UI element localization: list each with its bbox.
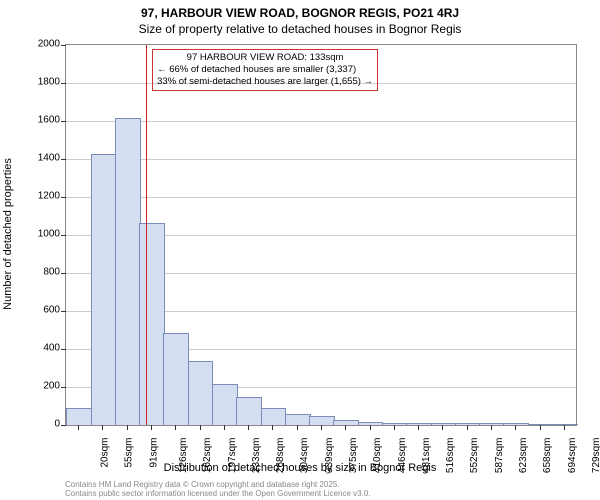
footer-line2: Contains public sector information licen… [65, 489, 371, 498]
xtick-label: 162sqm [202, 438, 213, 474]
xtick-mark [297, 425, 298, 430]
xtick-label: 694sqm [567, 438, 578, 474]
ytick-mark [61, 235, 66, 236]
ytick-mark [61, 425, 66, 426]
ytick-label: 400 [30, 343, 60, 354]
histogram-bar [261, 408, 287, 425]
xtick-label: 658sqm [542, 438, 553, 474]
xtick-mark [564, 425, 565, 430]
xtick-label: 20sqm [100, 438, 111, 468]
xtick-mark [515, 425, 516, 430]
histogram-bar [552, 424, 578, 425]
chart-title-line2: Size of property relative to detached ho… [0, 20, 600, 36]
ytick-mark [61, 197, 66, 198]
xtick-label: 126sqm [178, 438, 189, 474]
histogram-bar [309, 416, 335, 425]
xtick-label: 729sqm [591, 438, 600, 474]
xtick-mark [345, 425, 346, 430]
annotation-line2: ← 66% of detached houses are smaller (3,… [157, 64, 373, 76]
histogram-bar [163, 333, 189, 425]
ytick-label: 200 [30, 381, 60, 392]
gridline [66, 159, 576, 160]
ytick-mark [61, 45, 66, 46]
histogram-bar [188, 361, 214, 425]
xtick-label: 91sqm [148, 438, 159, 468]
footer-attribution: Contains HM Land Registry data © Crown c… [65, 480, 371, 498]
xtick-label: 587sqm [494, 438, 505, 474]
ytick-mark [61, 159, 66, 160]
histogram-bar [91, 154, 117, 425]
ytick-label: 1800 [30, 77, 60, 88]
xtick-mark [321, 425, 322, 430]
y-axis-label: Number of detached properties [2, 158, 14, 310]
xtick-mark [78, 425, 79, 430]
xtick-label: 304sqm [300, 438, 311, 474]
ytick-label: 2000 [30, 39, 60, 50]
xtick-label: 268sqm [275, 438, 286, 474]
plot-area: 97 HARBOUR VIEW ROAD: 133sqm← 66% of det… [65, 44, 577, 426]
xtick-label: 446sqm [397, 438, 408, 474]
xtick-mark [248, 425, 249, 430]
xtick-mark [442, 425, 443, 430]
xtick-label: 197sqm [227, 438, 238, 474]
histogram-bar [212, 384, 238, 425]
xtick-mark [540, 425, 541, 430]
annotation-line3: 33% of semi-detached houses are larger (… [157, 76, 373, 88]
histogram-bar [236, 397, 262, 425]
annotation-line1: 97 HARBOUR VIEW ROAD: 133sqm [157, 52, 373, 64]
gridline [66, 121, 576, 122]
histogram-bar [455, 423, 481, 425]
xtick-label: 481sqm [421, 438, 432, 474]
gridline [66, 197, 576, 198]
footer-line1: Contains HM Land Registry data © Crown c… [65, 480, 371, 489]
ytick-mark [61, 83, 66, 84]
xtick-mark [175, 425, 176, 430]
ytick-label: 0 [30, 419, 60, 430]
ytick-label: 600 [30, 305, 60, 316]
ytick-mark [61, 311, 66, 312]
xtick-label: 339sqm [324, 438, 335, 474]
histogram-bar [139, 223, 165, 425]
xtick-mark [467, 425, 468, 430]
histogram-bar [66, 408, 92, 425]
xtick-mark [394, 425, 395, 430]
ytick-label: 1400 [30, 153, 60, 164]
xtick-mark [102, 425, 103, 430]
xtick-mark [370, 425, 371, 430]
chart-title-line1: 97, HARBOUR VIEW ROAD, BOGNOR REGIS, PO2… [0, 0, 600, 20]
histogram-bar [285, 414, 311, 425]
xtick-mark [127, 425, 128, 430]
ytick-mark [61, 387, 66, 388]
histogram-bar [382, 423, 408, 425]
ytick-label: 1000 [30, 229, 60, 240]
histogram-bar [115, 118, 141, 425]
annotation-box: 97 HARBOUR VIEW ROAD: 133sqm← 66% of det… [152, 49, 378, 91]
xtick-label: 623sqm [518, 438, 529, 474]
xtick-mark [151, 425, 152, 430]
ytick-mark [61, 349, 66, 350]
ytick-label: 1200 [30, 191, 60, 202]
xtick-mark [418, 425, 419, 430]
ytick-label: 800 [30, 267, 60, 278]
ytick-mark [61, 121, 66, 122]
xtick-mark [200, 425, 201, 430]
xtick-label: 516sqm [445, 438, 456, 474]
xtick-mark [224, 425, 225, 430]
xtick-mark [491, 425, 492, 430]
xtick-mark [272, 425, 273, 430]
xtick-label: 55sqm [124, 438, 135, 468]
ytick-label: 1600 [30, 115, 60, 126]
xtick-label: 375sqm [348, 438, 359, 474]
xtick-label: 552sqm [470, 438, 481, 474]
ytick-mark [61, 273, 66, 274]
xtick-label: 233sqm [251, 438, 262, 474]
xtick-label: 410sqm [372, 438, 383, 474]
property-marker-line [146, 45, 147, 425]
